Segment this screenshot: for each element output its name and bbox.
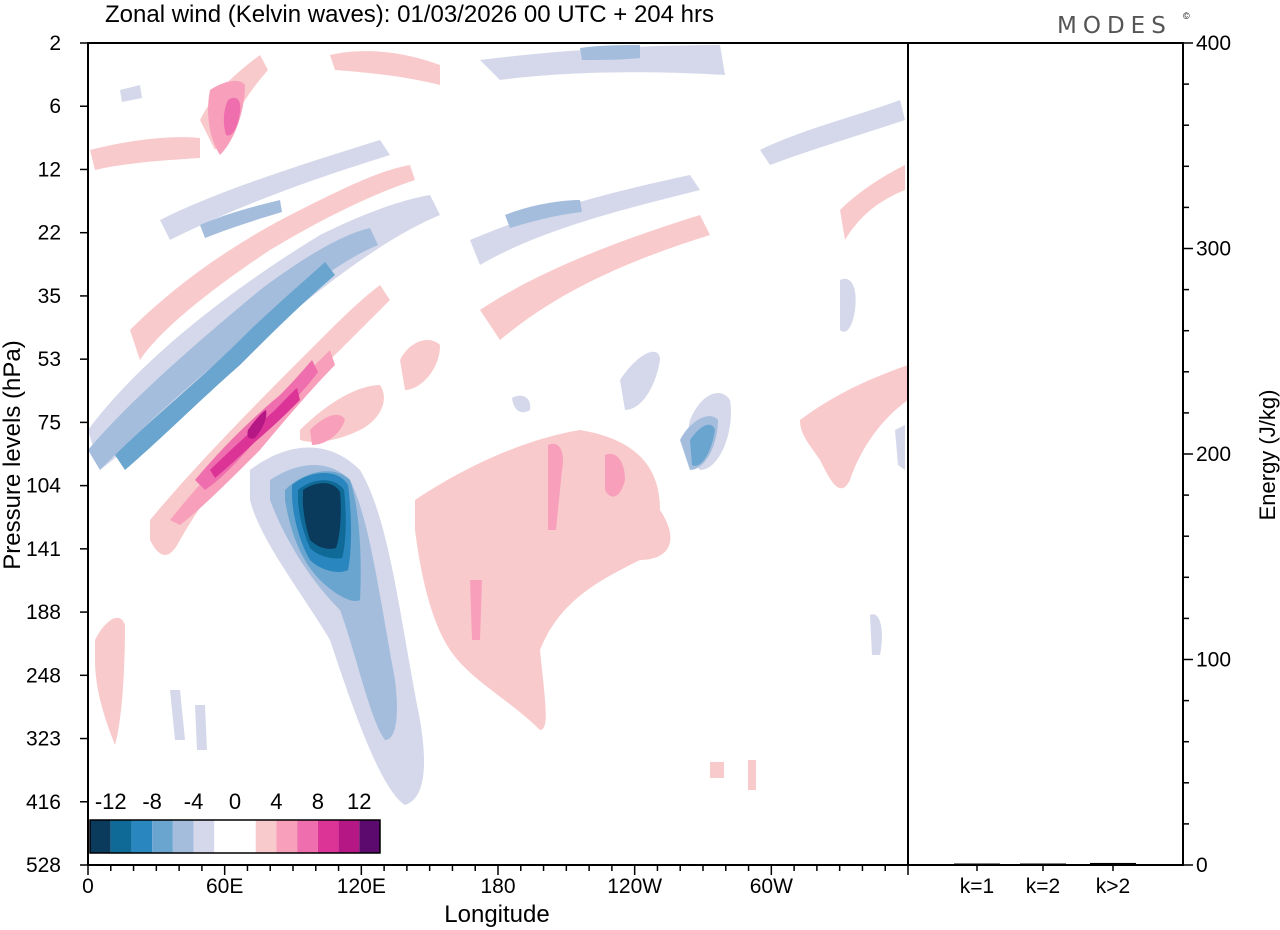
brand-copyright-mark: © [1183, 11, 1190, 21]
y-tick-label: 188 [26, 601, 61, 624]
colorbar-swatch [235, 820, 256, 853]
contour-pos-light [90, 51, 908, 790]
contour-pos-core [247, 410, 267, 439]
y-tick-label: 323 [26, 728, 61, 751]
colorbar-swatch [193, 820, 215, 853]
energy-bars: k=1 k=2 k>2 [954, 862, 1136, 898]
energy-bar [1090, 862, 1136, 865]
colorbar-label: 12 [347, 789, 371, 814]
energy-axis: 0 100 200 300 400 [1183, 32, 1231, 877]
energy-tick-label: 400 [1196, 32, 1231, 55]
colorbar-swatch [338, 820, 360, 853]
brand-logo: MODES [1057, 13, 1172, 39]
colorbar-swatch [255, 820, 277, 853]
colorbar-swatch [110, 820, 132, 853]
energy-category-label: k=2 [1026, 875, 1060, 898]
y-tick-label: 35 [38, 285, 61, 308]
colorbar-label: 8 [312, 789, 324, 814]
y-tick-label: 416 [26, 791, 61, 814]
x-axis: 0 60E 120E 180 120W 60W [82, 865, 909, 898]
energy-bar [1020, 863, 1066, 865]
colorbar-swatch [131, 820, 153, 853]
y-tick-label: 104 [26, 475, 61, 498]
x-tick-label: 0 [82, 875, 94, 898]
energy-tick-label: 100 [1196, 649, 1231, 672]
y-tick-label: 141 [26, 538, 61, 561]
energy-category-label: k=1 [960, 875, 994, 898]
contour-field [88, 45, 908, 805]
y-tick-label: 75 [38, 411, 61, 434]
x-tick-label: 180 [480, 875, 515, 898]
y-axis-label: Pressure levels (hPa) [0, 340, 26, 569]
colorbar-label: -8 [142, 789, 162, 814]
y-tick-label: 53 [38, 348, 61, 371]
y-tick-label: 528 [26, 854, 61, 877]
x-tick-label: 60W [750, 875, 793, 898]
colorbar-label: -12 [95, 789, 127, 814]
colorbar-swatch [297, 820, 318, 853]
colorbar-swatch [152, 820, 173, 853]
chart-title: Zonal wind (Kelvin waves): 01/03/2026 00… [105, 1, 714, 28]
colorbar-swatch [317, 820, 339, 853]
y-tick-label: 22 [38, 222, 61, 245]
y-tick-label: 6 [49, 95, 61, 118]
energy-bar [954, 863, 1000, 865]
colorbar-label: -4 [184, 789, 204, 814]
colorbar-swatch [214, 820, 235, 853]
x-tick-label: 120E [337, 875, 386, 898]
y-tick-label: 12 [38, 158, 61, 181]
x-axis-label: Longitude [444, 901, 549, 928]
colorbar-label: 4 [270, 789, 282, 814]
contour-neg-core [302, 483, 341, 549]
y-axis: 2 6 12 22 35 53 75 104 141 188 248 323 416 528 [26, 32, 88, 877]
energy-tick-label: 300 [1196, 238, 1231, 261]
energy-axis-label: Energy (J/kg) [1255, 390, 1280, 521]
y-tick-label: 248 [26, 664, 61, 687]
colorbar-swatch [276, 820, 298, 853]
x-tick-label: 60E [206, 875, 243, 898]
energy-tick-label: 200 [1196, 443, 1231, 466]
colorbar-label: 0 [229, 789, 241, 814]
colorbar-swatch [90, 820, 111, 853]
colorbar-swatch [172, 820, 194, 853]
colorbar-frame [89, 819, 381, 854]
x-tick-label: 120W [607, 875, 662, 898]
colorbar-swatch [359, 820, 380, 853]
y-tick-label: 2 [49, 32, 61, 55]
energy-tick-label: 0 [1196, 854, 1208, 877]
energy-category-label: k>2 [1096, 875, 1130, 898]
colorbar: -12 -8 -4 0 4 8 12 [89, 789, 381, 854]
energy-plot-frame [907, 42, 1184, 866]
